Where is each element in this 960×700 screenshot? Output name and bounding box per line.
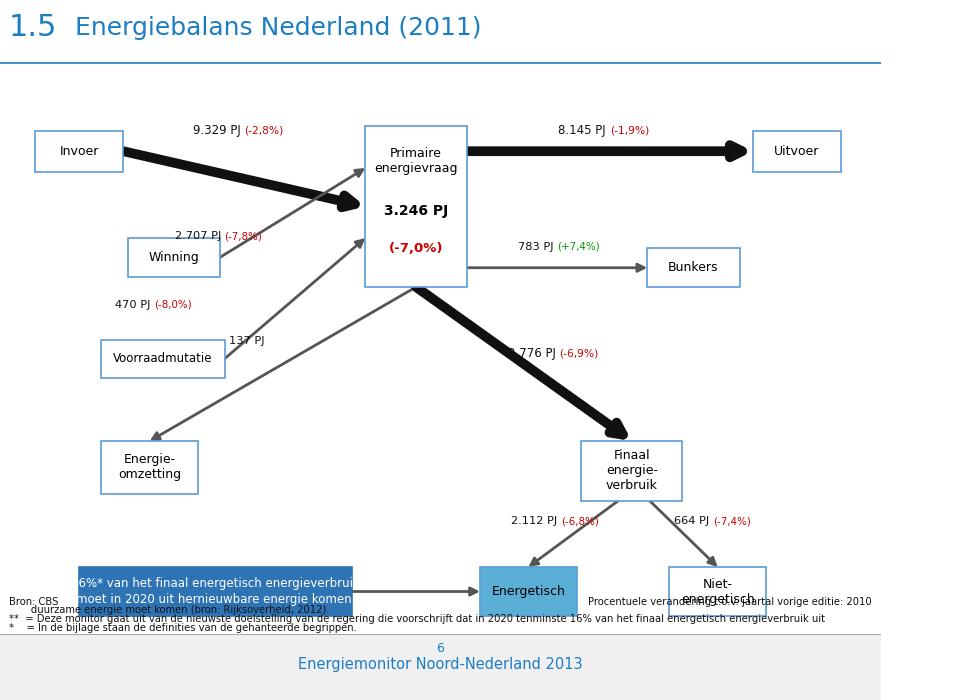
Text: (-7,8%): (-7,8%) [225, 231, 262, 241]
Text: (-2,8%): (-2,8%) [245, 125, 283, 135]
Text: **  = Deze monitor gaat uit van de nieuwste doelstelling van de regering die voo: ** = Deze monitor gaat uit van de nieuws… [9, 614, 825, 624]
Bar [128, 238, 220, 276]
Text: 470 PJ: 470 PJ [115, 300, 155, 309]
Text: 9.329 PJ: 9.329 PJ [193, 124, 245, 136]
Text: Energiebalans Nederland (2011): Energiebalans Nederland (2011) [75, 16, 481, 40]
Text: Energiemonitor Noord-Nederland 2013: Energiemonitor Noord-Nederland 2013 [298, 657, 583, 673]
Bar [366, 126, 467, 287]
Text: 2.776 PJ: 2.776 PJ [508, 347, 559, 360]
Text: Invoer: Invoer [60, 145, 99, 158]
Text: (-8,0%): (-8,0%) [155, 300, 192, 309]
Text: (-1,9%): (-1,9%) [610, 125, 649, 135]
Text: 137 PJ: 137 PJ [228, 336, 265, 346]
Text: 2.707 PJ: 2.707 PJ [175, 231, 225, 241]
Text: 16%* van het finaal energetisch energieverbruik
moet in 2020 uit hernieuwbare en: 16%* van het finaal energetisch energiev… [71, 578, 360, 606]
Text: Winning: Winning [149, 251, 200, 264]
Text: Energetisch: Energetisch [492, 585, 565, 598]
Bar [36, 131, 123, 172]
Bar [753, 131, 841, 172]
Text: 2.112 PJ: 2.112 PJ [512, 517, 562, 526]
Text: (+7,4%): (+7,4%) [557, 241, 600, 252]
Text: (-7,0%): (-7,0%) [389, 242, 444, 255]
Text: (-6,8%): (-6,8%) [562, 517, 599, 526]
Text: Uitvoer: Uitvoer [774, 145, 820, 158]
Text: 783 PJ: 783 PJ [517, 241, 557, 252]
Bar [0, 634, 880, 700]
Text: (-7,4%): (-7,4%) [713, 517, 751, 526]
Text: 1.5: 1.5 [9, 13, 58, 43]
Text: Primaire
energievraag: Primaire energievraag [374, 148, 458, 176]
Text: Bron: CBS: Bron: CBS [9, 597, 59, 607]
Bar [669, 567, 766, 616]
Bar [101, 340, 225, 378]
Text: 3.246 PJ: 3.246 PJ [384, 204, 448, 218]
Text: Energie-
omzetting: Energie- omzetting [118, 454, 181, 482]
Text: Bunkers: Bunkers [668, 261, 719, 274]
Bar [80, 567, 352, 616]
Bar [647, 248, 739, 287]
Text: Niet-
energetisch: Niet- energetisch [681, 578, 755, 606]
Bar [581, 441, 683, 500]
Text: Voorraadmutatie: Voorraadmutatie [113, 352, 213, 365]
Text: 8.145 PJ: 8.145 PJ [559, 124, 610, 136]
Text: Procentuele verandering t.o.v. jaartal vorige editie: 2010: Procentuele verandering t.o.v. jaartal v… [588, 597, 872, 607]
Text: (-6,9%): (-6,9%) [559, 349, 598, 358]
Text: 664 PJ: 664 PJ [674, 517, 713, 526]
Text: 6: 6 [437, 643, 444, 655]
Bar [101, 441, 198, 494]
Text: Finaal
energie-
verbruik: Finaal energie- verbruik [606, 449, 658, 492]
Bar [480, 567, 577, 616]
Text: duurzame energie moet komen (bron: Rijksoverheid, 2012).: duurzame energie moet komen (bron: Rijks… [9, 606, 329, 615]
Text: *    = In de bijlage staan de definities van de gehanteerde begrippen.: * = In de bijlage staan de definities va… [9, 623, 357, 633]
